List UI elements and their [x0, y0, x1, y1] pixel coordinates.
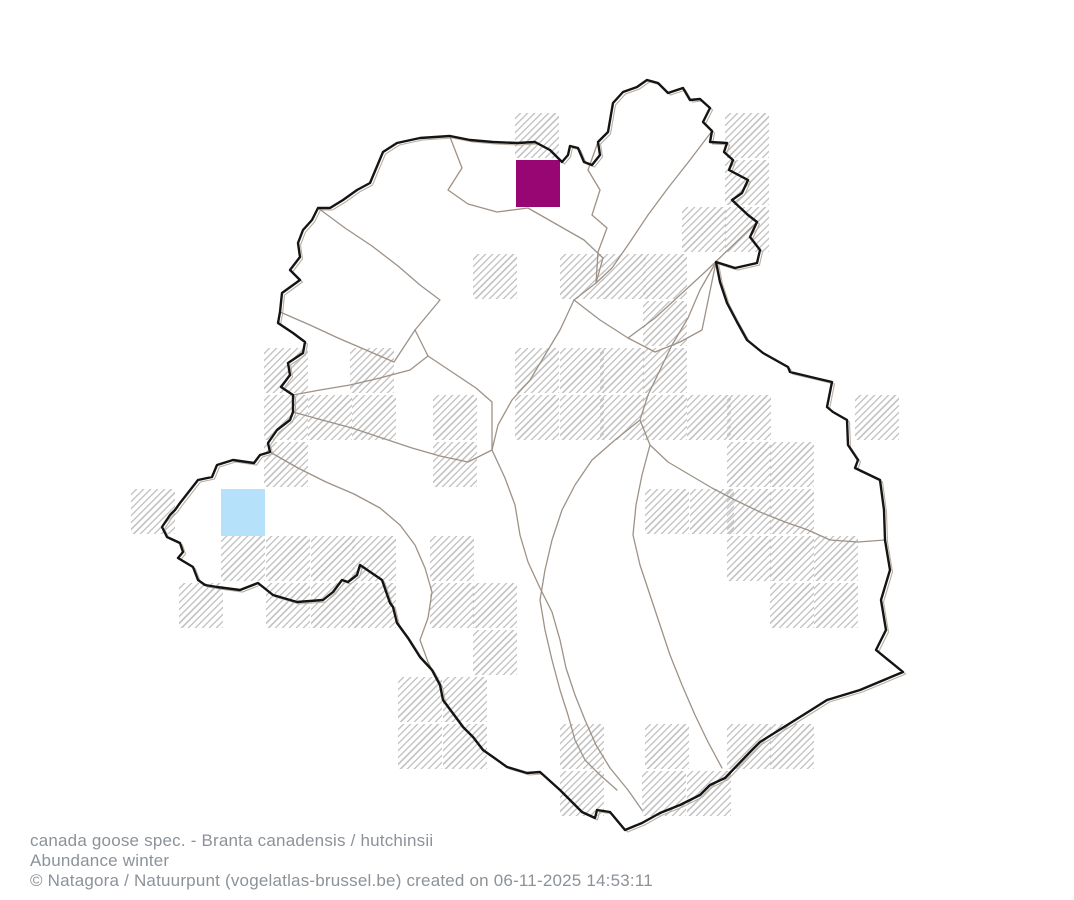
municipality-border-line	[447, 136, 604, 301]
grid-cell-hatched	[266, 583, 310, 628]
grid-cell-hatched	[352, 395, 396, 440]
grid-cell-hatched	[430, 583, 474, 628]
municipality-border-line	[292, 355, 429, 396]
region-border-line	[160, 78, 905, 832]
map-subtitle: Abundance winter	[30, 851, 170, 870]
grid-cell-hatched	[560, 771, 604, 816]
municipality-border-line	[292, 411, 493, 463]
grid-cell-hatched	[266, 536, 310, 581]
grid-cell-hatched	[398, 724, 442, 769]
grid-cell-hatched	[311, 536, 355, 581]
grid-cell-hatched	[433, 395, 477, 440]
region-boundary	[160, 78, 905, 832]
municipality-boundaries	[269, 130, 886, 811]
grid-cell-hatched	[179, 583, 223, 628]
grid-cell-hatched	[645, 489, 689, 534]
grid-cell-hatched	[727, 536, 771, 581]
grid-cell-hatched	[600, 348, 644, 393]
attribution-line: © Natagora / Natuurpunt (vogelatlas-brus…	[30, 871, 653, 890]
grid-cell-hatched	[643, 395, 687, 440]
grid-cell-hatched	[727, 395, 771, 440]
municipality-border-line	[491, 299, 575, 451]
grid-cell-hatched	[398, 677, 442, 722]
grid-cell-hatched	[690, 489, 734, 534]
grid-cell-hatched	[814, 536, 858, 581]
municipality-border-line	[317, 207, 493, 451]
grid-cell-hatched	[515, 395, 559, 440]
grid-cell-hatched	[770, 442, 814, 487]
grid-cell-hatched	[727, 442, 771, 487]
grid-cell-hatched	[433, 442, 477, 487]
grid-cell-hatched	[600, 395, 644, 440]
grid-cell-hatched	[855, 395, 899, 440]
grid-cell-hatched	[473, 583, 517, 628]
grid-cell-hatched	[727, 724, 771, 769]
grid-cell-hatched	[560, 348, 604, 393]
grid-cell-abundance	[221, 489, 265, 536]
grid-cell-hatched	[352, 583, 396, 628]
grid-cell-hatched	[814, 583, 858, 628]
municipality-border-line	[491, 449, 643, 811]
map-footer: canada goose spec. - Branta canadensis /…	[30, 831, 653, 891]
municipality-border-line	[279, 311, 416, 363]
grid-cell-hatched	[725, 113, 769, 158]
grid-cell-hatched	[560, 395, 604, 440]
municipality-border-line	[539, 419, 641, 791]
municipality-border-line	[587, 141, 608, 284]
grid-cell-hatched	[643, 348, 687, 393]
municipality-border-line	[595, 130, 713, 284]
municipality-border-line	[639, 261, 886, 543]
grid-cell-hatched	[443, 677, 487, 722]
municipality-border-line	[627, 221, 758, 339]
grid-cell-hatched	[264, 395, 308, 440]
grid-cell-hatched	[430, 536, 474, 581]
grid-cell-hatched	[602, 254, 646, 299]
grid-cell-hatched	[131, 489, 175, 534]
grid-cell-hatched	[687, 395, 731, 440]
grid-cell-hatched	[350, 348, 394, 393]
grid-cell-hatched	[770, 536, 814, 581]
grid-cell-hatched	[643, 254, 687, 299]
grid-cell-abundance	[516, 160, 560, 207]
grid-cell-hatched	[515, 348, 559, 393]
municipality-border-line	[573, 261, 717, 353]
municipality-border-line	[632, 444, 723, 769]
grid-cell-hatched	[770, 489, 814, 534]
municipality-border-line	[269, 451, 441, 686]
grid-cell-hatched	[770, 583, 814, 628]
grid-cell-hatched	[645, 724, 689, 769]
grid-cell-hatched	[473, 254, 517, 299]
grid-cell-hatched	[221, 536, 265, 581]
grid-cell-hatched	[727, 489, 771, 534]
species-title: canada goose spec. - Branta canadensis /…	[30, 831, 434, 850]
grid-cell-hatched	[682, 207, 726, 252]
grid-cell-hatched	[473, 630, 517, 675]
